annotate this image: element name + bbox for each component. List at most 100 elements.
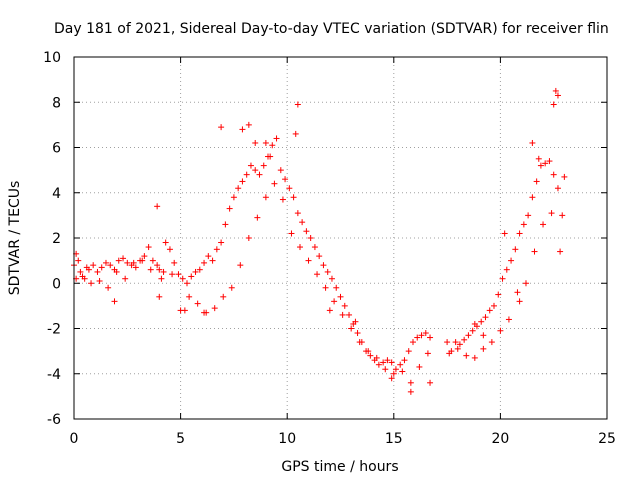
data-point [407, 379, 414, 386]
data-point [245, 121, 252, 128]
x-tick-label: 0 [70, 431, 79, 447]
x-tick-label: 20 [491, 431, 509, 447]
data-point [124, 259, 131, 266]
data-point [471, 354, 478, 361]
data-point [154, 203, 161, 210]
data-point [175, 271, 182, 278]
data-point [296, 244, 303, 251]
data-point [452, 339, 459, 346]
data-point [397, 361, 404, 368]
data-point [237, 262, 244, 269]
data-point [542, 160, 549, 167]
data-point [245, 235, 252, 241]
data-point [354, 330, 361, 337]
data-point [399, 368, 406, 375]
y-tick-label: 8 [52, 95, 61, 111]
plot-frame [73, 56, 608, 420]
data-point [497, 327, 504, 334]
data-point [239, 178, 246, 185]
data-point [561, 173, 568, 180]
x-tick-label: 10 [278, 431, 296, 447]
data-point [213, 246, 220, 253]
data-point [384, 357, 391, 364]
data-point [390, 370, 397, 377]
data-point [514, 289, 521, 296]
data-point [149, 257, 156, 264]
data-point [446, 350, 453, 357]
data-point [292, 130, 299, 137]
grid-lines [74, 57, 607, 419]
axis-ticks: 0 5 10 15 20 25 -6 -4 -2 0 2 4 6 8 10 [43, 50, 616, 447]
data-point [333, 284, 340, 291]
data-point [141, 253, 148, 260]
data-point [316, 253, 323, 260]
data-point [188, 273, 195, 280]
data-point [407, 388, 414, 395]
data-point [220, 293, 227, 300]
data-point [156, 293, 163, 300]
data-point [209, 257, 216, 264]
data-point [525, 212, 532, 219]
x-tick-label: 5 [176, 431, 185, 447]
data-point [171, 259, 178, 266]
data-point [166, 246, 173, 253]
data-point [444, 339, 451, 346]
data-point [201, 259, 208, 266]
data-point [416, 363, 423, 370]
data-point [480, 332, 487, 339]
data-point [482, 314, 489, 321]
data-point [230, 194, 237, 201]
data-point [267, 153, 274, 160]
data-point [529, 139, 536, 146]
data-point [414, 334, 421, 341]
data-point [243, 171, 250, 178]
data-point [130, 259, 137, 266]
data-point [373, 354, 380, 361]
data-point [352, 318, 359, 325]
data-point [512, 246, 519, 253]
data-point [469, 327, 476, 334]
y-tick-label: 10 [43, 50, 61, 66]
data-point [218, 124, 225, 131]
data-point [299, 219, 306, 226]
data-point [98, 264, 105, 271]
data-point [305, 257, 312, 264]
data-point [471, 320, 478, 327]
data-point [147, 266, 154, 273]
data-point [181, 307, 188, 314]
data-point [516, 230, 523, 237]
data-point [77, 268, 84, 275]
data-point [367, 352, 374, 359]
data-point [401, 357, 408, 364]
data-point [160, 268, 167, 275]
data-point [256, 171, 263, 178]
x-axis-label: GPS time / hours [281, 459, 398, 475]
data-point [503, 266, 510, 273]
data-point [375, 361, 382, 368]
data-point [79, 273, 86, 280]
data-point [508, 257, 515, 264]
data-point [196, 266, 203, 273]
data-point [348, 325, 355, 332]
data-point [107, 262, 114, 269]
data-point [382, 366, 389, 373]
data-point [262, 194, 269, 201]
data-point [113, 268, 120, 275]
data-point [324, 268, 331, 275]
data-point [83, 264, 90, 271]
data-point [260, 162, 267, 169]
chart-title: Day 181 of 2021, Sidereal Day-to-day VTE… [54, 21, 609, 37]
data-point [286, 185, 293, 192]
data-point [105, 284, 112, 291]
data-point [341, 302, 348, 309]
data-point [254, 214, 261, 221]
data-point [314, 271, 321, 278]
data-point [491, 302, 498, 309]
data-point [480, 345, 487, 352]
data-point [269, 142, 276, 149]
data-point [158, 275, 165, 282]
data-point [499, 275, 506, 282]
data-point [388, 375, 395, 382]
y-tick-label: 6 [52, 141, 61, 157]
